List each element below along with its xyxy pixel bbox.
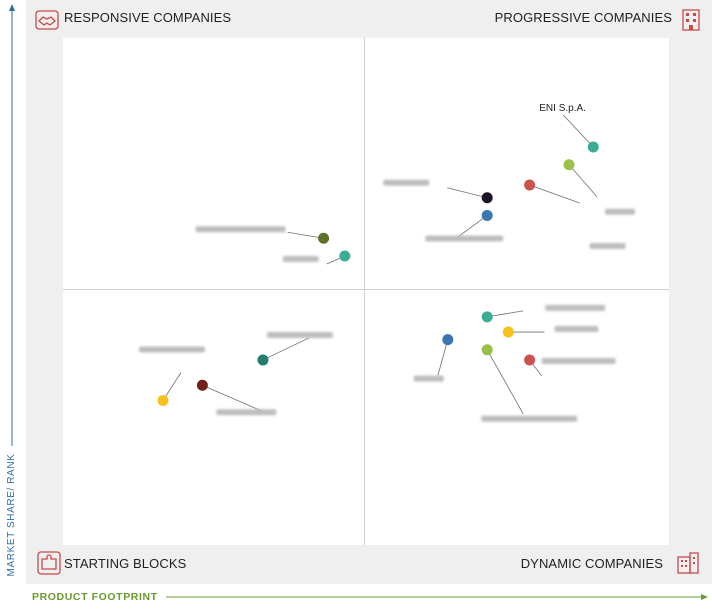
building-icon bbox=[682, 9, 700, 31]
blurred-label bbox=[383, 179, 430, 186]
y-axis bbox=[9, 4, 15, 446]
blurred-label bbox=[545, 304, 606, 311]
handshake-icon bbox=[35, 10, 59, 30]
data-point[interactable] bbox=[196, 379, 208, 391]
data-point[interactable] bbox=[524, 179, 536, 191]
leader-line bbox=[447, 187, 488, 199]
blurred-label bbox=[425, 235, 504, 242]
leader-line bbox=[529, 184, 580, 204]
leader-line bbox=[456, 215, 488, 238]
blurred-label bbox=[605, 208, 636, 215]
blurred-label bbox=[266, 331, 333, 338]
leader-line bbox=[202, 384, 263, 412]
leader-line bbox=[162, 372, 182, 401]
blurred-label bbox=[138, 346, 205, 353]
office-building-icon bbox=[677, 552, 699, 574]
data-point[interactable] bbox=[339, 250, 351, 262]
leader-line bbox=[486, 349, 524, 415]
leader-line bbox=[262, 337, 310, 361]
blurred-label bbox=[282, 256, 319, 263]
quadrant-label-responsive: RESPONSIVE COMPANIES bbox=[64, 10, 232, 25]
blurred-label bbox=[589, 243, 626, 250]
plot-area bbox=[63, 38, 669, 545]
data-point[interactable] bbox=[257, 354, 269, 366]
data-point[interactable] bbox=[481, 192, 493, 204]
blurred-label bbox=[195, 226, 286, 233]
leader-line bbox=[287, 231, 324, 239]
x-axis-label: PRODUCT FOOTPRINT bbox=[32, 591, 158, 603]
quadrant-label-dynamic: DYNAMIC COMPANIES bbox=[520, 556, 663, 571]
data-point[interactable] bbox=[442, 334, 454, 346]
puzzle-icon bbox=[37, 551, 61, 575]
data-point[interactable] bbox=[502, 326, 514, 338]
data-point[interactable] bbox=[481, 311, 493, 323]
leader-line bbox=[487, 310, 524, 318]
leader-line bbox=[437, 339, 449, 376]
data-point[interactable] bbox=[587, 141, 599, 153]
data-label: ENI S.p.A. bbox=[539, 103, 586, 114]
data-point[interactable] bbox=[524, 354, 536, 366]
data-point[interactable] bbox=[318, 232, 330, 244]
data-point[interactable] bbox=[563, 159, 575, 171]
blurred-label bbox=[481, 415, 578, 422]
leader-line bbox=[568, 164, 598, 198]
blurred-label bbox=[541, 357, 616, 364]
quadrant-label-starting: STARTING BLOCKS bbox=[64, 556, 187, 571]
data-point[interactable] bbox=[157, 395, 169, 407]
blurred-label bbox=[216, 409, 277, 416]
data-point[interactable] bbox=[481, 344, 493, 356]
blurred-label bbox=[554, 326, 599, 333]
leader-line bbox=[562, 114, 594, 148]
data-point[interactable] bbox=[481, 209, 493, 221]
blurred-label bbox=[413, 375, 444, 382]
vertical-divider bbox=[364, 38, 365, 545]
x-axis bbox=[166, 594, 708, 600]
horizontal-divider bbox=[63, 289, 669, 290]
quadrant-label-progressive: PROGRESSIVE COMPANIES bbox=[494, 10, 672, 25]
